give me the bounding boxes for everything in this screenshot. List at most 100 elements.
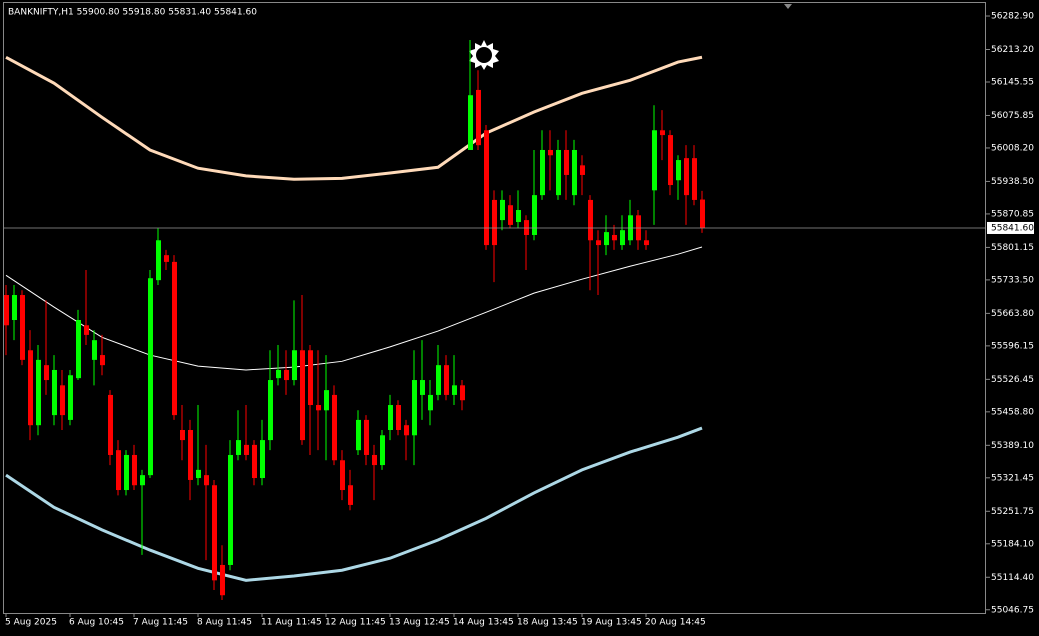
y-tick-label: 55251.75	[991, 507, 1034, 517]
candle-body	[364, 419, 369, 455]
candle-body	[324, 390, 329, 411]
candle-body	[548, 149, 553, 156]
candle-body	[580, 165, 585, 175]
candle-body	[404, 425, 409, 436]
candle-body	[20, 295, 25, 360]
y-tick-label: 55184.10	[991, 539, 1034, 549]
candle-body	[44, 365, 49, 381]
candle-body	[108, 394, 113, 455]
candle-body	[52, 369, 57, 416]
candle-body	[436, 365, 441, 395]
candle-body	[236, 440, 241, 455]
candle-body	[76, 320, 81, 379]
candle-body	[156, 240, 161, 281]
y-tick-label: 55389.10	[991, 441, 1034, 451]
y-tick-label: 55938.50	[991, 177, 1034, 187]
candle-body	[412, 380, 417, 436]
y-tick-label: 55870.85	[991, 209, 1034, 219]
candle-body	[444, 365, 449, 395]
candle-body	[588, 199, 593, 241]
candle-body	[4, 295, 9, 326]
candle-body	[188, 430, 193, 480]
candle-body	[388, 405, 393, 430]
indicator-line	[5, 246, 703, 371]
candle-body	[652, 130, 657, 191]
candle-body	[172, 261, 177, 416]
candle-body	[12, 295, 17, 321]
candle-body	[356, 419, 361, 451]
x-tick-label: 6 Aug 10:45	[69, 618, 124, 628]
candle-body	[92, 340, 97, 360]
candle-body	[676, 160, 681, 181]
candle-body	[68, 375, 73, 420]
candle-body	[276, 369, 281, 379]
candle-body	[300, 350, 305, 441]
candle-body	[372, 454, 377, 466]
candle-body	[612, 234, 617, 241]
candle-body	[284, 369, 289, 381]
indicator-line	[5, 55, 703, 181]
candle-body	[524, 220, 529, 235]
candle-body	[532, 195, 537, 235]
price-label-box	[987, 221, 1034, 234]
candle-body	[460, 385, 465, 401]
candle-body	[36, 359, 41, 426]
candle-body	[508, 205, 513, 225]
y-tick-label: 56008.20	[991, 143, 1034, 153]
candle-body	[572, 149, 577, 196]
candle-body	[420, 380, 425, 395]
price-label: 55841.60	[991, 223, 1034, 233]
candle-body	[204, 475, 209, 486]
y-tick-label: 56282.90	[991, 12, 1034, 22]
candle-body	[260, 440, 265, 479]
x-tick-label: 7 Aug 11:45	[133, 618, 188, 628]
indicator-line	[5, 426, 703, 582]
candle-body	[596, 240, 601, 246]
candle-body	[468, 95, 473, 150]
candle-body	[484, 130, 489, 246]
candle-body	[116, 450, 121, 491]
sun-icon	[469, 40, 499, 70]
candle-body	[340, 460, 345, 491]
candle-body	[28, 350, 33, 426]
candle-body	[700, 199, 705, 228]
candle-body	[476, 89, 481, 146]
x-tick-label: 14 Aug 13:45	[453, 618, 514, 628]
candle-body	[332, 394, 337, 461]
candle-body	[316, 405, 321, 411]
candle-body	[644, 240, 649, 246]
candle-body	[380, 435, 385, 466]
candle-body	[348, 485, 353, 505]
candle-body	[244, 444, 249, 455]
plot-frame	[3, 2, 986, 614]
candle-body	[396, 405, 401, 430]
y-tick-label: 55596.15	[991, 341, 1034, 351]
x-tick-label: 5 Aug 2025	[5, 618, 57, 628]
x-tick-label: 11 Aug 11:45	[261, 618, 322, 628]
candle-body	[660, 130, 665, 136]
x-tick-label: 19 Aug 13:45	[581, 618, 642, 628]
candle-body	[684, 158, 689, 196]
candle-body	[268, 380, 273, 441]
candle-body	[516, 210, 521, 223]
candle-body	[500, 199, 505, 221]
candle-body	[292, 350, 297, 381]
y-tick-label: 55663.80	[991, 309, 1034, 319]
x-tick-label: 18 Aug 13:45	[517, 618, 578, 628]
candle-body	[492, 199, 497, 246]
candle-body	[212, 485, 217, 581]
y-tick-label: 55046.75	[991, 605, 1034, 615]
candle-body	[604, 232, 609, 246]
candle-body	[252, 444, 257, 479]
x-tick-label: 8 Aug 11:45	[197, 618, 252, 628]
candle-body	[564, 149, 569, 175]
candle-body	[148, 278, 153, 476]
candle-body	[196, 469, 201, 479]
y-tick-label: 55114.40	[991, 573, 1034, 583]
x-tick-label: 13 Aug 12:45	[389, 618, 450, 628]
shift-marker	[784, 4, 792, 9]
candle-body	[180, 430, 185, 441]
candle-body	[228, 454, 233, 565]
